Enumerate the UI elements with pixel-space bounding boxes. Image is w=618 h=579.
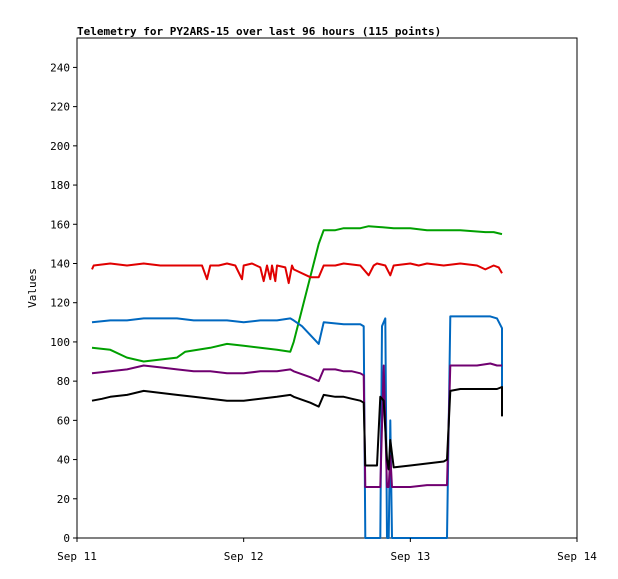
series-line-1 <box>91 225 503 363</box>
y-tick-label: 180 <box>50 179 70 192</box>
series-line-5 <box>91 386 503 471</box>
y-tick-label: 240 <box>50 61 70 74</box>
plot-area-frame <box>76 37 578 539</box>
y-tick-label: 140 <box>50 257 70 270</box>
y-tick-label: 20 <box>57 493 70 506</box>
x-axis: Sep 11 Sep 12 Sep 13 Sep 14 <box>57 538 597 563</box>
y-tick-label: 80 <box>57 375 70 388</box>
x-tick-label: Sep 12 <box>224 550 264 563</box>
y-tick-label: 220 <box>50 101 70 114</box>
series-line-4 <box>91 362 502 488</box>
x-tick-label: Sep 14 <box>557 550 597 563</box>
x-tick-label: Sep 13 <box>390 550 430 563</box>
series-line-2 <box>91 262 503 285</box>
series-layer <box>91 225 503 539</box>
y-axis-label: Values <box>26 268 39 308</box>
y-tick-label: 40 <box>57 454 70 467</box>
y-tick-label: 160 <box>50 218 70 231</box>
y-tick-label: 100 <box>50 336 70 349</box>
y-tick-label: 120 <box>50 297 70 310</box>
y-tick-label: 0 <box>63 532 70 545</box>
series-line-3 <box>91 315 503 539</box>
y-tick-label: 200 <box>50 140 70 153</box>
chart-title: Telemetry for PY2ARS-15 over last 96 hou… <box>77 25 441 38</box>
x-tick-label: Sep 11 <box>57 550 97 563</box>
y-axis: 0 20 40 60 80 100 120 140 160 180 200 220 240 <box>50 61 77 545</box>
y-tick-label: 60 <box>57 414 70 427</box>
